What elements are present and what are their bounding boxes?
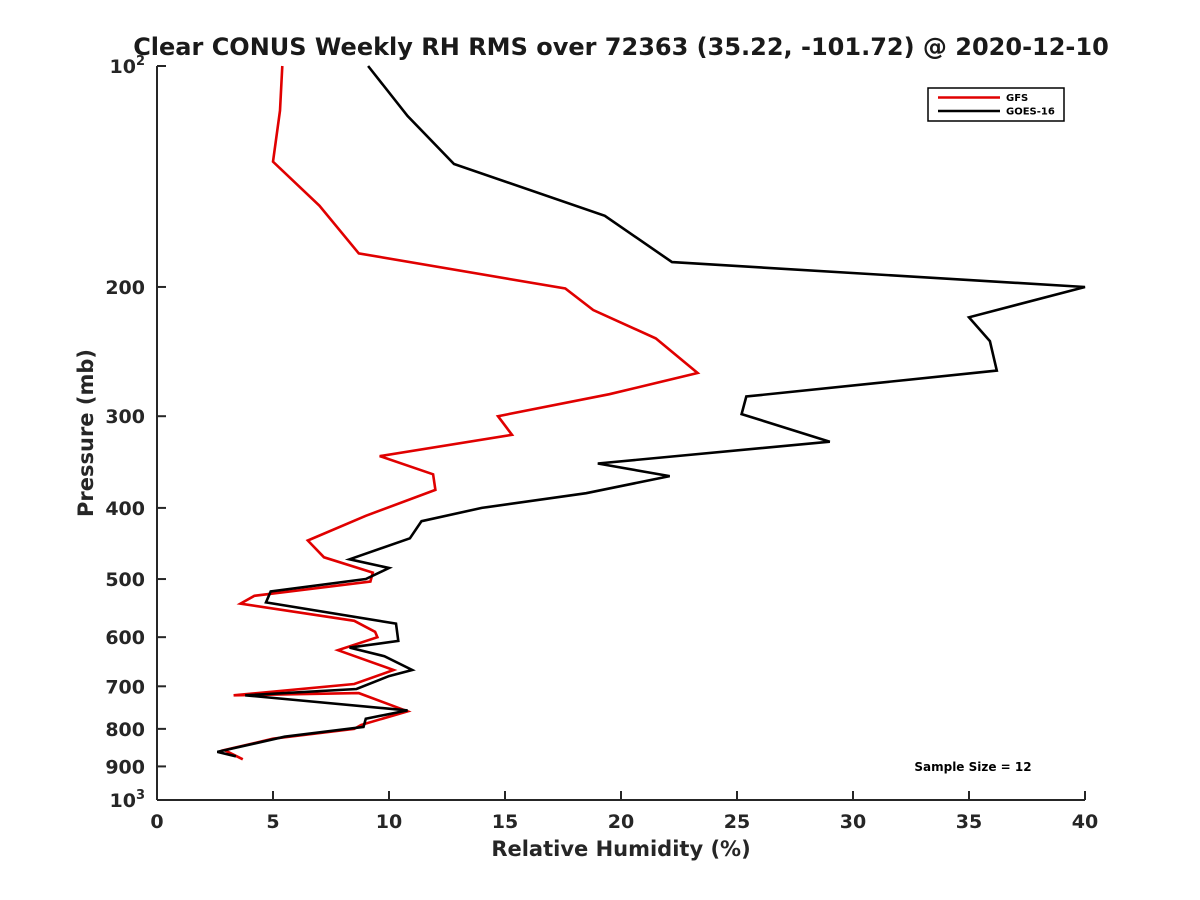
x-tick-label: 40 <box>1072 811 1098 833</box>
x-tick-label: 20 <box>608 811 634 833</box>
y-tick-label: 600 <box>105 627 145 649</box>
y-tick-label: 103 <box>110 788 146 812</box>
y-tick-label: 102 <box>110 54 146 78</box>
sample-size-annotation: Sample Size = 12 <box>914 760 1031 774</box>
chart-title: Clear CONUS Weekly RH RMS over 72363 (35… <box>133 33 1109 61</box>
x-tick-label: 15 <box>492 811 518 833</box>
y-tick-label: 700 <box>105 676 145 698</box>
y-tick-label: 900 <box>105 756 145 778</box>
y-tick-layer: 102 200 300 400 500 600 700 800 900 103 <box>105 54 166 812</box>
y-tick-label: 200 <box>105 277 145 299</box>
y-axis-label: Pressure (mb) <box>74 349 98 517</box>
y-tick-label: 500 <box>105 569 145 591</box>
legend-label-goes16: GOES-16 <box>1006 107 1055 118</box>
legend: GFS GOES-16 <box>927 87 1065 122</box>
y-tick-label: 400 <box>105 498 145 520</box>
x-tick-label: 5 <box>266 811 279 833</box>
y-tick-label: 800 <box>105 719 145 741</box>
series-line-goes-16 <box>217 65 1086 758</box>
x-tick-layer: 0 5 10 15 20 25 30 35 40 <box>150 791 1098 833</box>
x-tick-label: 30 <box>840 811 866 833</box>
x-tick-label: 10 <box>376 811 402 833</box>
x-tick-label: 0 <box>150 811 163 833</box>
x-tick-label: 35 <box>956 811 982 833</box>
x-axis-label: Relative Humidity (%) <box>491 837 750 861</box>
series-layer <box>217 65 1086 761</box>
series-line-gfs <box>220 65 701 761</box>
x-tick-label: 25 <box>724 811 750 833</box>
legend-label-gfs: GFS <box>1006 93 1028 104</box>
legend-box <box>927 87 1065 122</box>
y-tick-label: 300 <box>105 406 145 428</box>
